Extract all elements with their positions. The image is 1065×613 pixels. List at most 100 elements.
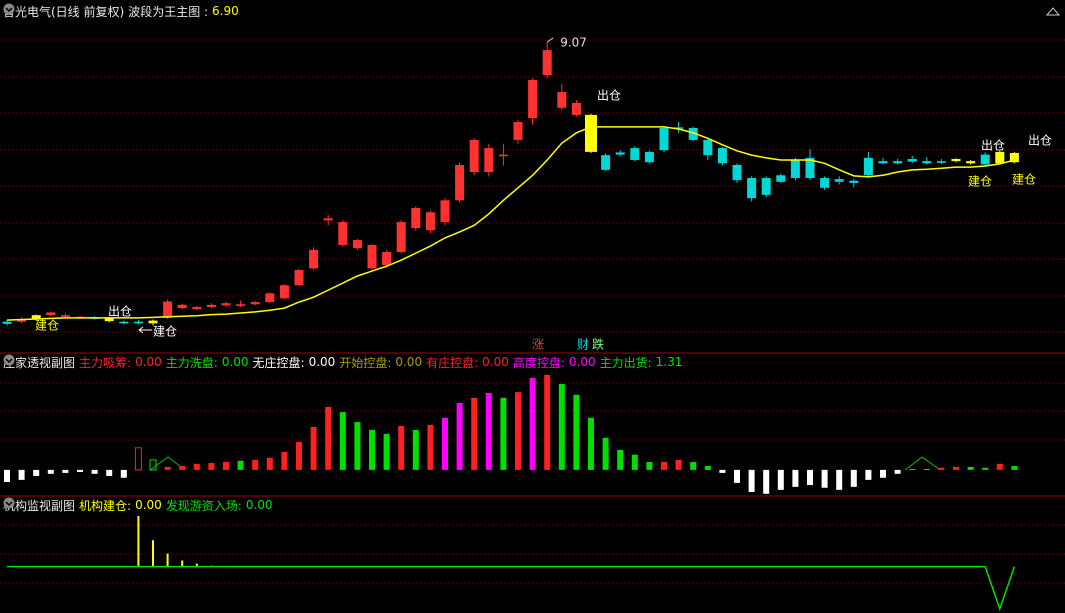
indicator-bar (339, 412, 346, 470)
candle-body (513, 121, 523, 140)
indicator-bar (325, 406, 332, 470)
candle-body (323, 218, 333, 221)
readout-value: 0.00 (135, 355, 162, 369)
indicator-bar (33, 469, 40, 476)
legend-value: 0.00 (135, 498, 162, 512)
indicator-bar (383, 433, 390, 470)
indicator-bar (208, 462, 215, 470)
readout-label: 主力出货: (599, 355, 652, 370)
candle-body (834, 179, 844, 182)
candle-body (557, 92, 567, 108)
indicator-bar (252, 459, 259, 470)
indicator-value: 6.90 (212, 4, 239, 18)
candle-body (498, 154, 508, 157)
indicator-bar (47, 469, 54, 474)
signal-label: 财 (577, 338, 589, 352)
readout-label: 主力洗盘: (165, 355, 218, 370)
indicator-bar (675, 459, 682, 470)
candle-body (936, 161, 946, 163)
indicator-bar (719, 469, 726, 473)
candle-body (951, 158, 961, 162)
candle-body (907, 158, 917, 162)
candle-body (163, 301, 173, 318)
indicator-bar (748, 469, 755, 492)
indicator-bar (62, 469, 69, 473)
candle-body (585, 114, 597, 152)
stock-title: 智光电气(日线 前复权) (3, 4, 125, 19)
signal-label: 涨 (532, 337, 544, 352)
dropdown-icon[interactable] (3, 497, 15, 509)
candle-body (396, 222, 406, 253)
readout-value: 0.00 (308, 355, 336, 369)
signal-label: 建仓 (968, 175, 992, 189)
indicator-bar (515, 392, 521, 470)
indicator-bar (529, 377, 536, 470)
indicator-bar (471, 397, 478, 470)
candle-body (761, 178, 771, 195)
candle-body (294, 269, 304, 286)
indicator-bar (938, 467, 945, 470)
indicator-bar (91, 469, 98, 474)
candle-body (192, 307, 202, 310)
indicator-bar (880, 469, 886, 478)
readout-value: 1.31 (655, 355, 683, 369)
scroll-icon (1045, 7, 1061, 16)
indicator-name: 波段为王主图 : (128, 4, 209, 19)
candle-body (411, 207, 421, 229)
sub-header: 庄家透视副图 主力吸筹: 0.00 主力洗盘: 0.00 无庄控盘: 0.00 开始控盘: 0… (3, 354, 682, 370)
indicator-bar (602, 437, 609, 470)
candle-body (17, 318, 27, 322)
indicator-bar (865, 469, 872, 480)
candle-body (630, 148, 640, 161)
candle-body (206, 304, 216, 308)
indicator-bar (909, 468, 916, 470)
indicator-bar (369, 429, 375, 470)
dropdown-icon[interactable] (3, 354, 15, 366)
indicator-bar (18, 469, 25, 480)
readout-label: 主力吸筹: (79, 355, 132, 370)
indicator-bar (120, 469, 127, 478)
candle-body (571, 102, 581, 115)
candle-body (221, 303, 231, 306)
indicator-bar (953, 466, 959, 470)
readout-value: 0.00 (395, 355, 423, 369)
indicator-bar (631, 454, 638, 470)
candle-body (776, 175, 786, 182)
indicator-bar (850, 469, 857, 487)
candle-body (338, 222, 348, 245)
candle-body (31, 315, 41, 319)
readout-label: 开始控盘: (339, 355, 392, 370)
readout-value: 0.00 (568, 355, 596, 369)
candle-body (469, 139, 479, 173)
candle-body (2, 321, 12, 324)
dropdown-icon[interactable] (3, 3, 15, 15)
candle-body (148, 320, 158, 324)
indicator-bar (690, 462, 697, 470)
candle-body (309, 249, 319, 269)
candle-body (980, 154, 990, 165)
candle-body (805, 157, 815, 179)
readout-value: 0.00 (482, 355, 509, 369)
legend-label: 发现游资入场: (165, 498, 242, 513)
signal-label: 建仓 (1012, 173, 1036, 187)
candle-body (104, 317, 114, 322)
candle-body (133, 321, 143, 324)
indicator-bar (573, 394, 580, 470)
candle-body (863, 157, 873, 176)
indicator-bar (442, 417, 448, 470)
candle-body (893, 161, 903, 164)
candle-body (966, 161, 976, 164)
panel-title: 机构监视副图 (3, 498, 76, 513)
readout-label: 有庄控盘: (426, 355, 479, 370)
candle-body (790, 160, 800, 179)
indicator-line (7, 565, 1016, 612)
high-pointer (546, 37, 554, 43)
candle-body (644, 151, 654, 163)
indicator-bar (734, 469, 740, 483)
candle-body (528, 80, 538, 119)
main-header: 智光电气(日线 前复权) 波段为王主图 : 6.90 (3, 3, 239, 19)
candle-body (250, 302, 260, 305)
indicator-bar (137, 516, 140, 567)
candle-body (367, 244, 377, 269)
